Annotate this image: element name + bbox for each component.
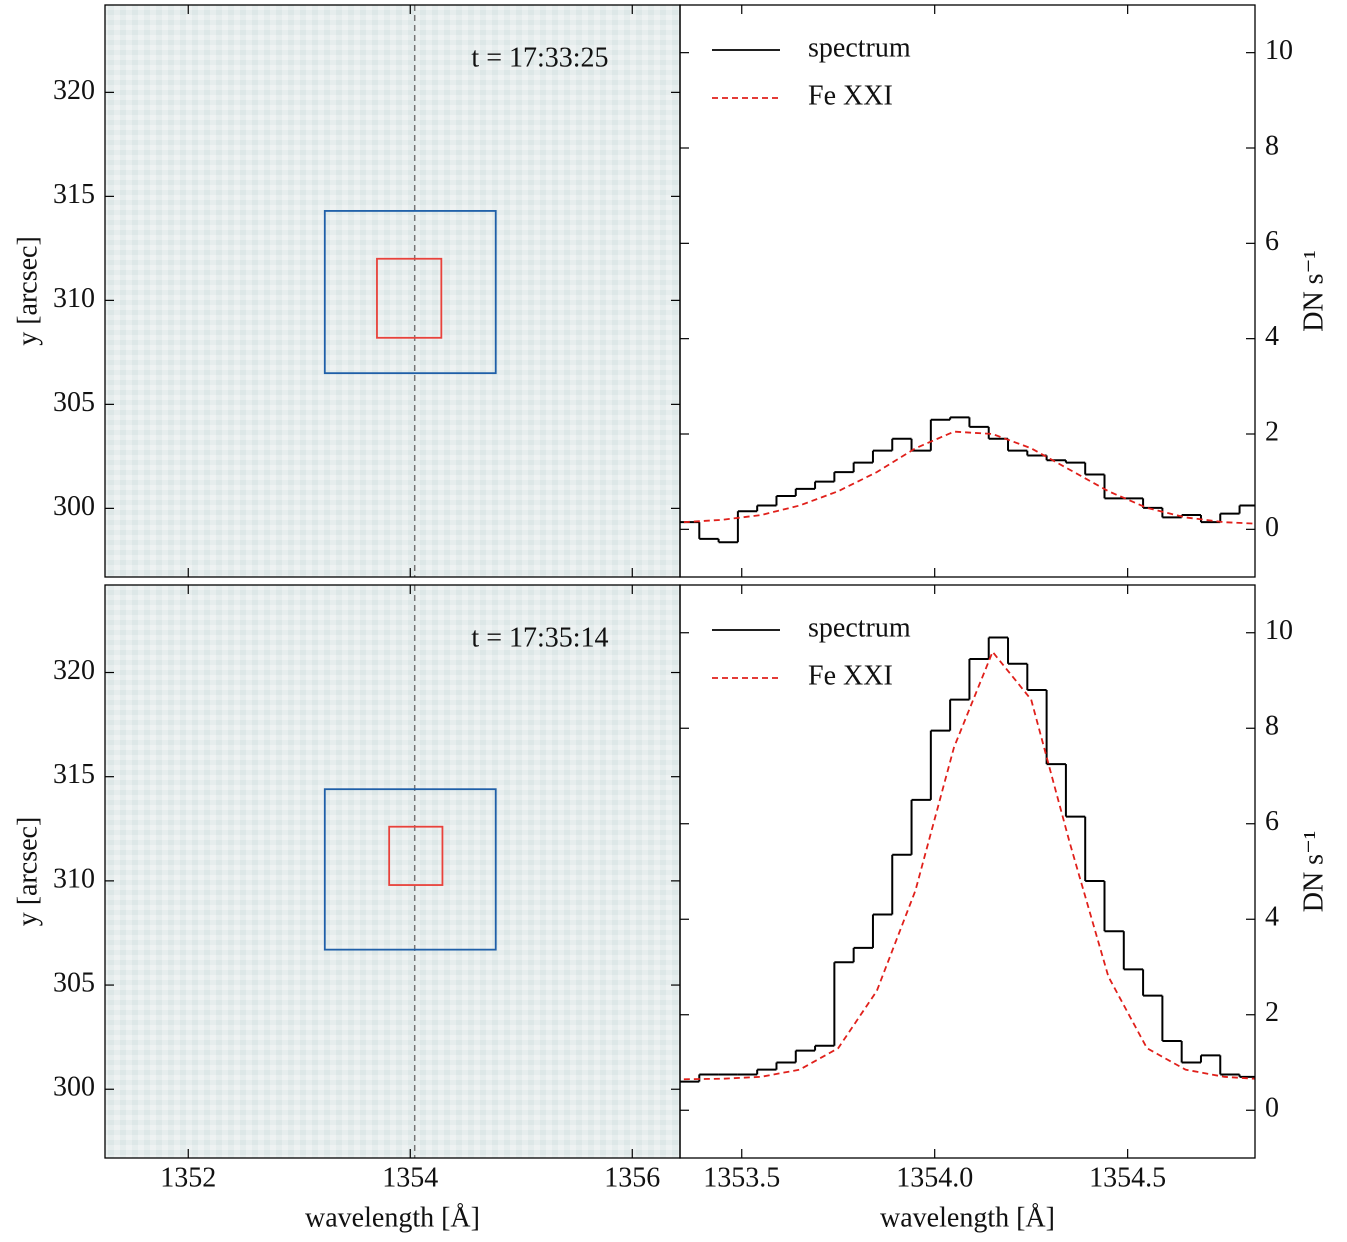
- y-tick-label: 300: [53, 491, 95, 522]
- y-tick-label: 8: [1265, 711, 1279, 742]
- frame: [679, 4, 1256, 578]
- x-tick-label: 1352: [160, 1162, 216, 1193]
- y-tick-label: 0: [1265, 1093, 1279, 1124]
- x-tick-label: 1354.0: [896, 1162, 973, 1193]
- x-tick-label: 1354: [382, 1162, 438, 1193]
- time-annotation: t = 17:33:25: [471, 42, 608, 73]
- y-tick-label: 310: [53, 283, 95, 314]
- legend-label: Fe XXI: [808, 80, 893, 111]
- y-tick-label: 305: [53, 967, 95, 998]
- y-tick-label: 315: [53, 179, 95, 210]
- time-annotation: t = 17:35:14: [471, 622, 608, 653]
- y-tick-label: 8: [1265, 130, 1279, 161]
- legend-label: Fe XXI: [808, 660, 893, 691]
- y-tick-label: 10: [1265, 35, 1293, 66]
- legend-label: spectrum: [808, 612, 911, 643]
- plot-area: [680, 416, 1255, 544]
- y-axis-label: DN s⁻¹: [1298, 250, 1329, 332]
- y-tick-label: 6: [1265, 226, 1279, 257]
- plot-area: [680, 636, 1255, 1083]
- region-box: [323, 210, 497, 375]
- y-tick-label: 300: [53, 1072, 95, 1103]
- x-axis-label: wavelength [Å]: [305, 1202, 480, 1233]
- x-tick-label: 1356: [604, 1162, 660, 1193]
- image-background: [105, 5, 680, 577]
- image-background: [105, 585, 680, 1158]
- y-axis-label: y [arcsec]: [12, 236, 43, 346]
- x-tick-label: 1354.5: [1089, 1162, 1166, 1193]
- plot-area: [105, 585, 680, 1158]
- x-tick-label: 1353.5: [703, 1162, 780, 1193]
- plot-area: [105, 5, 680, 577]
- region-box: [323, 788, 497, 951]
- y-tick-label: 4: [1265, 902, 1279, 933]
- y-tick-label: 2: [1265, 997, 1279, 1028]
- fit-line: [683, 430, 1255, 525]
- fit-line: [683, 650, 1255, 1081]
- y-tick-label: 4: [1265, 321, 1279, 352]
- y-tick-label: 310: [53, 863, 95, 894]
- region-box: [388, 825, 444, 886]
- y-tick-label: 10: [1265, 615, 1293, 646]
- y-tick-label: 2: [1265, 416, 1279, 447]
- y-tick-label: 320: [53, 655, 95, 686]
- x-axis-label: wavelength [Å]: [880, 1202, 1055, 1233]
- y-tick-label: 305: [53, 387, 95, 418]
- legend-label: spectrum: [808, 32, 911, 63]
- y-tick-label: 320: [53, 75, 95, 106]
- y-tick-label: 315: [53, 759, 95, 790]
- y-tick-label: 0: [1265, 512, 1279, 543]
- frame: [679, 584, 1256, 1159]
- y-axis-label: y [arcsec]: [12, 817, 43, 927]
- region-box: [376, 257, 443, 339]
- y-tick-label: 6: [1265, 806, 1279, 837]
- y-axis-label: DN s⁻¹: [1298, 831, 1329, 913]
